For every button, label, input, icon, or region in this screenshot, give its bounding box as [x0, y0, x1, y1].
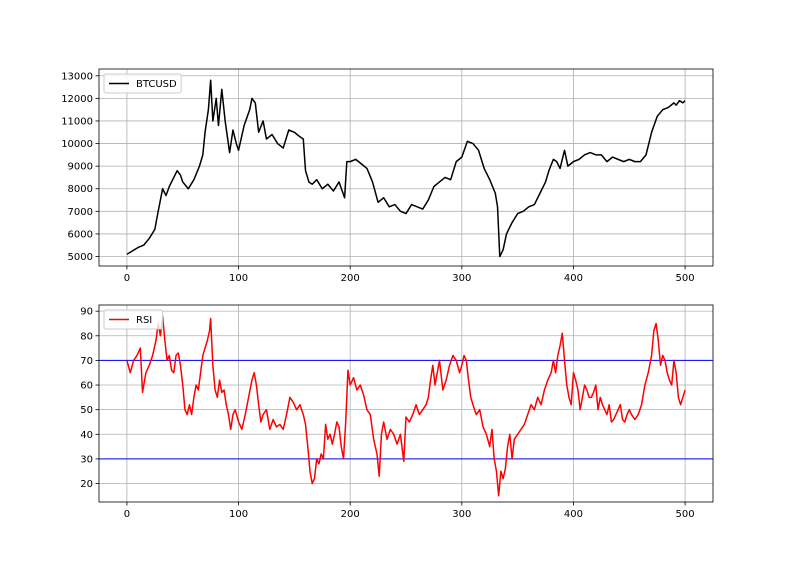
price-x-tick-label: 200 [341, 273, 360, 284]
rsi-reference-lines [99, 359, 713, 460]
rsi-y-tick-label: 80 [80, 331, 93, 342]
price-y-tick-label: 9000 [68, 162, 93, 173]
rsi-y-ticks: 20 30 40 50 60 70 80 90 [80, 307, 99, 490]
rsi-legend-box [103, 309, 164, 330]
price-x-tick-label: 100 [229, 273, 248, 284]
price-y-tick-label: 13000 [61, 71, 93, 82]
rsi-x-tick-label: 400 [564, 509, 583, 520]
rsi-x-tick-label: 500 [676, 509, 695, 520]
rsi-x-ticks: 0 100 200 300 400 500 [124, 502, 695, 520]
rsi-y-tick-label: 60 [80, 381, 93, 392]
price-x-tick-label: 400 [564, 273, 583, 284]
price-series-line [126, 79, 686, 258]
rsi-y-tick-label: 90 [80, 307, 93, 318]
price-x-tick-label: 0 [124, 273, 130, 284]
price-series-group [126, 79, 686, 258]
rsi-y-tick-label: 40 [80, 430, 93, 441]
price-x-tick-label: 500 [676, 273, 695, 284]
price-grid [99, 69, 713, 266]
rsi-series-group [126, 315, 686, 497]
rsi-x-tick-label: 0 [124, 509, 130, 520]
price-legend: BTCUSD [103, 73, 182, 94]
rsi-legend-label: RSI [136, 315, 152, 326]
price-y-tick-label: 12000 [61, 94, 93, 105]
price-y-ticks: 5000 6000 7000 8000 9000 10000 11000 12000 13000 [61, 71, 99, 263]
price-y-tick-label: 10000 [61, 139, 93, 150]
rsi-x-tick-label: 100 [229, 509, 248, 520]
rsi-x-tick-label: 200 [341, 509, 360, 520]
rsi-y-tick-label: 70 [80, 356, 93, 367]
rsi-series-line [126, 315, 686, 497]
price-legend-label: BTCUSD [136, 79, 177, 90]
rsi-axes-frame [98, 304, 714, 503]
price-y-tick-label: 8000 [68, 184, 93, 195]
price-y-tick-label: 7000 [68, 207, 93, 218]
rsi-x-tick-label: 300 [452, 509, 471, 520]
rsi-legend: RSI [103, 309, 164, 330]
price-y-tick-label: 11000 [61, 116, 93, 127]
price-x-ticks: 0 100 200 300 400 500 [124, 266, 695, 284]
rsi-y-tick-label: 30 [80, 454, 93, 465]
price-panel: 0 100 200 300 400 500 5000 6000 7000 8000 9000 100… [61, 68, 714, 284]
rsi-panel: 0 100 200 300 400 500 20 30 40 50 60 70 80 90 RSI [80, 304, 714, 520]
rsi-y-tick-label: 20 [80, 479, 93, 490]
price-axes-frame [98, 68, 714, 267]
price-y-tick-label: 6000 [68, 229, 93, 240]
price-legend-box [103, 73, 182, 94]
rsi-y-tick-label: 50 [80, 405, 93, 416]
price-y-tick-label: 5000 [68, 252, 93, 263]
price-x-tick-label: 300 [452, 273, 471, 284]
